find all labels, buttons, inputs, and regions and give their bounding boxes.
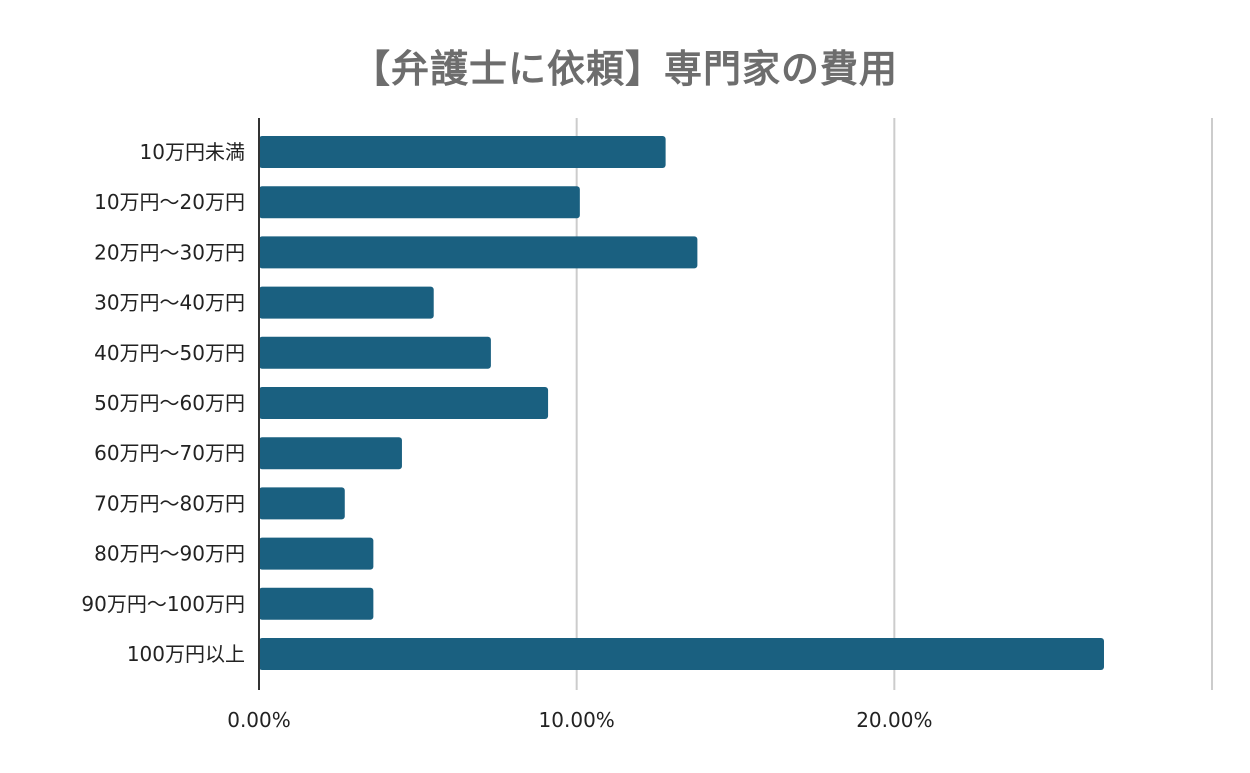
bars bbox=[259, 136, 1104, 670]
bar-6 bbox=[259, 437, 402, 470]
bar-8 bbox=[259, 537, 374, 570]
x-tick-label: 10.00% bbox=[539, 708, 615, 732]
category-label: 60万円～70万円 bbox=[94, 441, 245, 465]
x-tick-label: 20.00% bbox=[856, 708, 932, 732]
category-label: 40万円～50万円 bbox=[94, 341, 245, 365]
bar-5 bbox=[259, 387, 549, 419]
bar-3 bbox=[259, 286, 434, 319]
bar-7 bbox=[259, 487, 345, 520]
x-tick-label: 0.00% bbox=[227, 708, 291, 732]
bar-10 bbox=[259, 638, 1104, 670]
category-label: 10万円未満 bbox=[140, 140, 245, 164]
category-label: 80万円～90万円 bbox=[94, 542, 245, 566]
bar-2 bbox=[259, 236, 698, 269]
gridlines bbox=[575, 118, 1213, 690]
category-label: 50万円～60万円 bbox=[94, 391, 245, 415]
category-label: 90万円～100万円 bbox=[81, 592, 245, 616]
category-label: 20万円～30万円 bbox=[94, 240, 245, 264]
category-labels: 10万円未満 10万円～20万円 20万円～30万円 30万円～40万円 40万円～50… bbox=[81, 140, 245, 666]
category-label: 30万円～40万円 bbox=[94, 291, 245, 315]
category-label: 100万円以上 bbox=[127, 642, 245, 666]
bar-9 bbox=[259, 587, 374, 620]
category-label: 70万円～80万円 bbox=[94, 491, 245, 515]
category-label: 10万円～20万円 bbox=[94, 190, 245, 214]
bar-1 bbox=[259, 186, 580, 219]
bar-4 bbox=[259, 336, 491, 369]
x-tick-labels: 0.00% 10.00% 20.00% bbox=[227, 708, 932, 732]
bar-0 bbox=[259, 136, 666, 168]
chart-title: 【弁護士に依頼】専門家の費用 bbox=[351, 47, 898, 91]
